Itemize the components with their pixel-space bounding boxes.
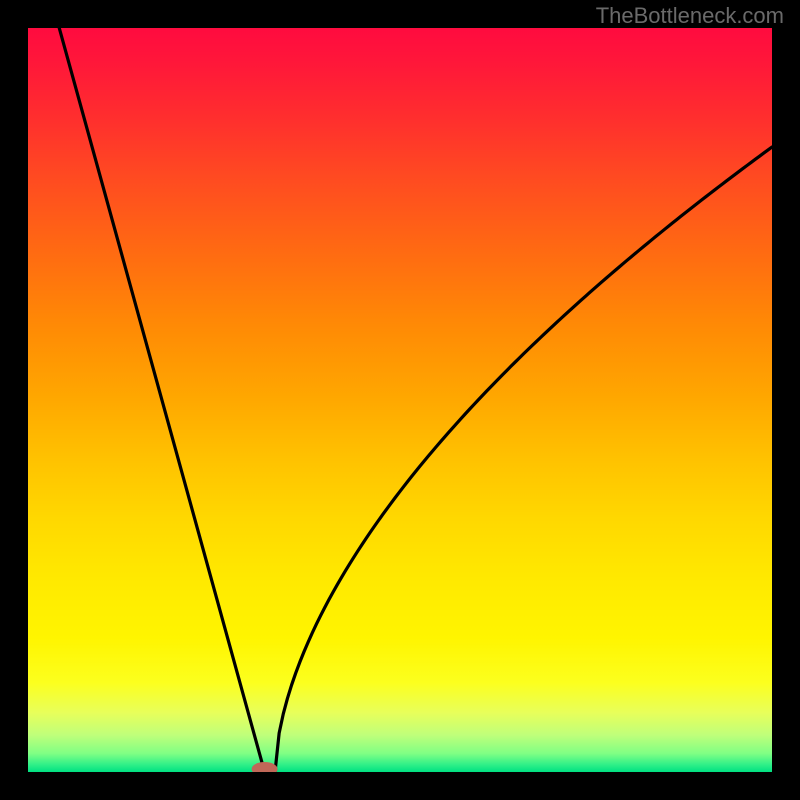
curve-layer <box>28 28 772 772</box>
chart-container: TheBottleneck.com <box>0 0 800 800</box>
watermark-text: TheBottleneck.com <box>596 3 784 29</box>
minimum-marker <box>252 762 278 772</box>
plot-area <box>28 28 772 772</box>
bottleneck-curve <box>59 28 772 772</box>
